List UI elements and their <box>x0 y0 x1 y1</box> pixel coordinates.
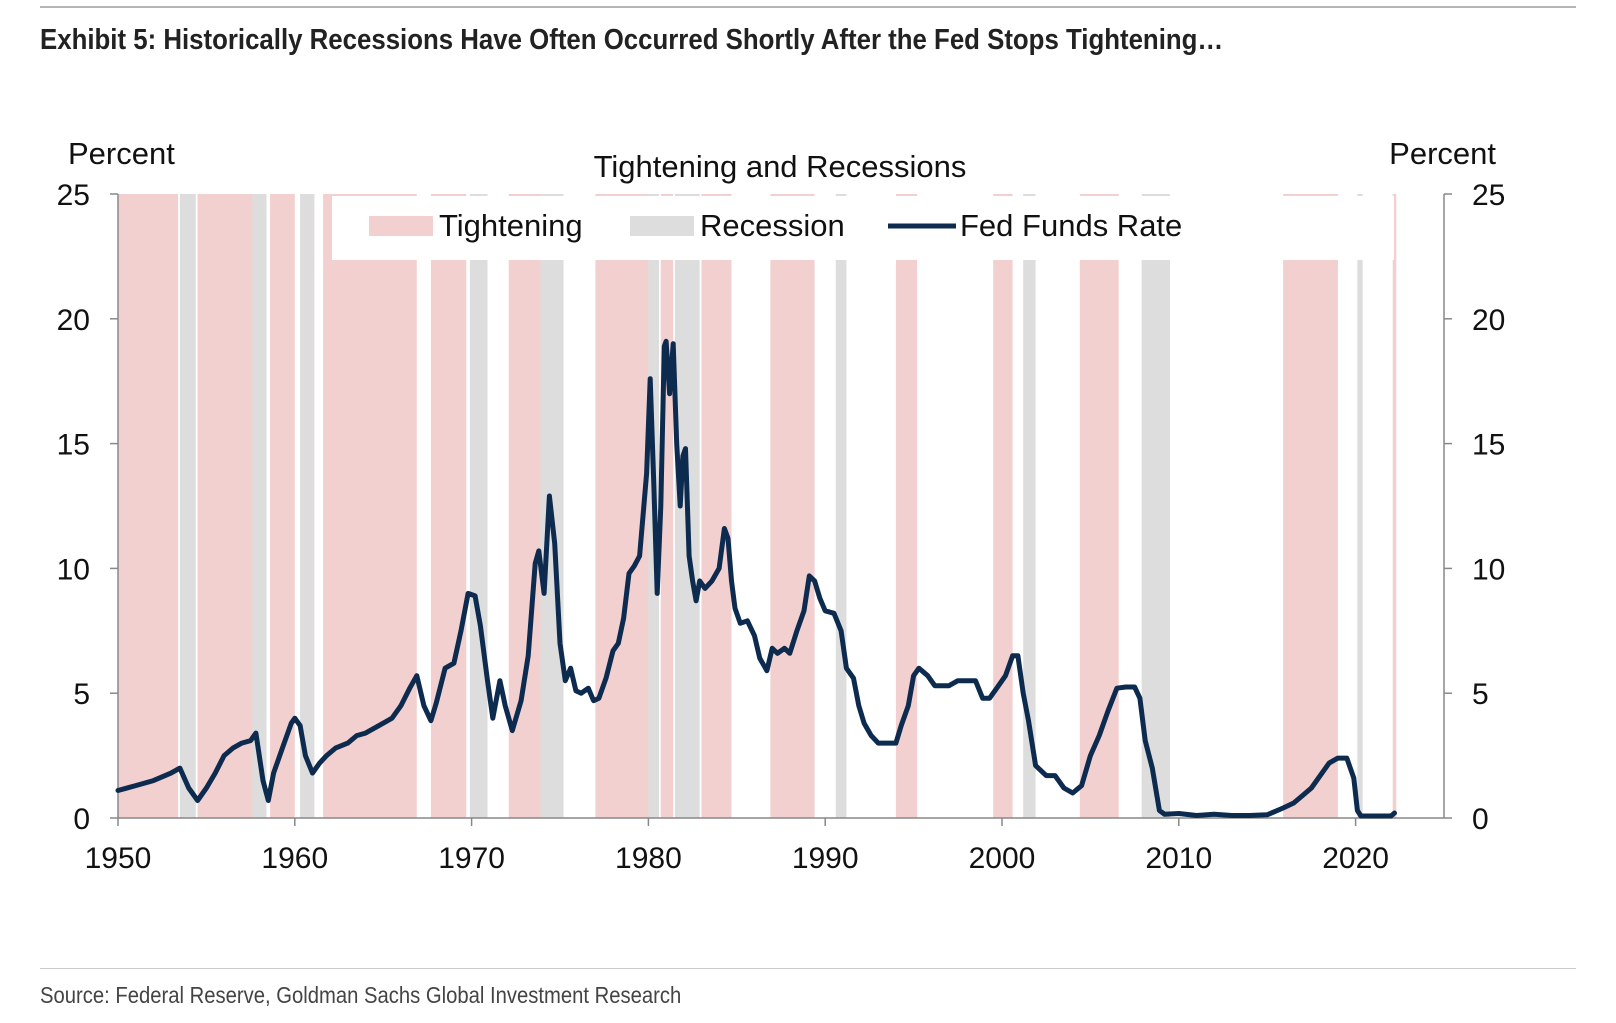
legend-box: Tightening Recession Fed Funds Rate <box>332 196 1394 260</box>
tightening-band-2 <box>270 194 295 818</box>
right-y-tick-label: 15 <box>1472 429 1505 462</box>
tightening-band-11 <box>895 194 918 818</box>
tightening-band-4 <box>323 194 417 818</box>
right-y-tick-label: 0 <box>1472 803 1489 836</box>
top-rule <box>40 6 1576 8</box>
legend-swatch-tightening <box>369 216 433 236</box>
left-y-tick-label: 25 <box>57 179 90 212</box>
recession-band-2 <box>300 194 315 818</box>
recession-band-0 <box>179 194 196 818</box>
left-axis-label: Percent <box>68 136 175 171</box>
recession-band-7 <box>835 194 847 818</box>
x-tick-label: 1960 <box>261 842 328 875</box>
tightening-band-6 <box>508 194 541 818</box>
legend-label-tightening: Tightening <box>439 208 583 243</box>
bottom-rule <box>40 968 1576 969</box>
x-tick-label: 2010 <box>1145 842 1212 875</box>
x-tick-label: 1950 <box>85 842 152 875</box>
recession-band-3 <box>469 194 488 818</box>
tightening-band-10 <box>770 194 815 818</box>
exhibit-title: Exhibit 5: Historically Recessions Have … <box>40 24 1224 56</box>
fed-funds-rate-line <box>115 338 1397 819</box>
tightening-band-13 <box>1079 194 1119 818</box>
legend-label-recession: Recession <box>700 208 845 243</box>
tightening-band-1 <box>197 194 256 818</box>
left-y-tick-label: 0 <box>73 803 90 836</box>
right-axis-label: Percent <box>1389 136 1496 171</box>
chart-title: Tightening and Recessions <box>594 149 967 184</box>
recession-band-9 <box>1141 194 1170 818</box>
right-y-tick-label: 10 <box>1472 553 1505 586</box>
left-y-tick-label: 15 <box>57 429 90 462</box>
right-y-tick-label: 25 <box>1472 179 1505 212</box>
recession-band-1 <box>252 194 267 818</box>
tightening-band-15 <box>1392 194 1397 818</box>
recession-band-8 <box>1023 194 1036 818</box>
right-y-tick-label: 5 <box>1472 678 1489 711</box>
left-y-tick-label: 5 <box>73 678 90 711</box>
x-tick-label: 1990 <box>792 842 859 875</box>
x-tick-label: 2020 <box>1322 842 1389 875</box>
tightening-band-9 <box>701 194 732 818</box>
left-y-tick-label: 10 <box>57 553 90 586</box>
x-tick-label: 1970 <box>438 842 505 875</box>
left-y-tick-label: 20 <box>57 304 90 337</box>
tightening-band-5 <box>430 194 467 818</box>
x-tick-label: 1980 <box>615 842 682 875</box>
x-tick-label: 2000 <box>969 842 1036 875</box>
tightening-band-12 <box>993 194 1013 818</box>
source-note: Source: Federal Reserve, Goldman Sachs G… <box>40 982 682 1008</box>
tightening-band-14 <box>1283 194 1338 818</box>
legend-swatch-recession <box>630 216 694 236</box>
right-y-tick-label: 20 <box>1472 304 1505 337</box>
legend-label-fed-funds-rate: Fed Funds Rate <box>960 208 1182 243</box>
legend-background <box>332 196 1394 260</box>
recession-band-10 <box>1357 194 1363 818</box>
tightening-band-0 <box>118 194 179 818</box>
